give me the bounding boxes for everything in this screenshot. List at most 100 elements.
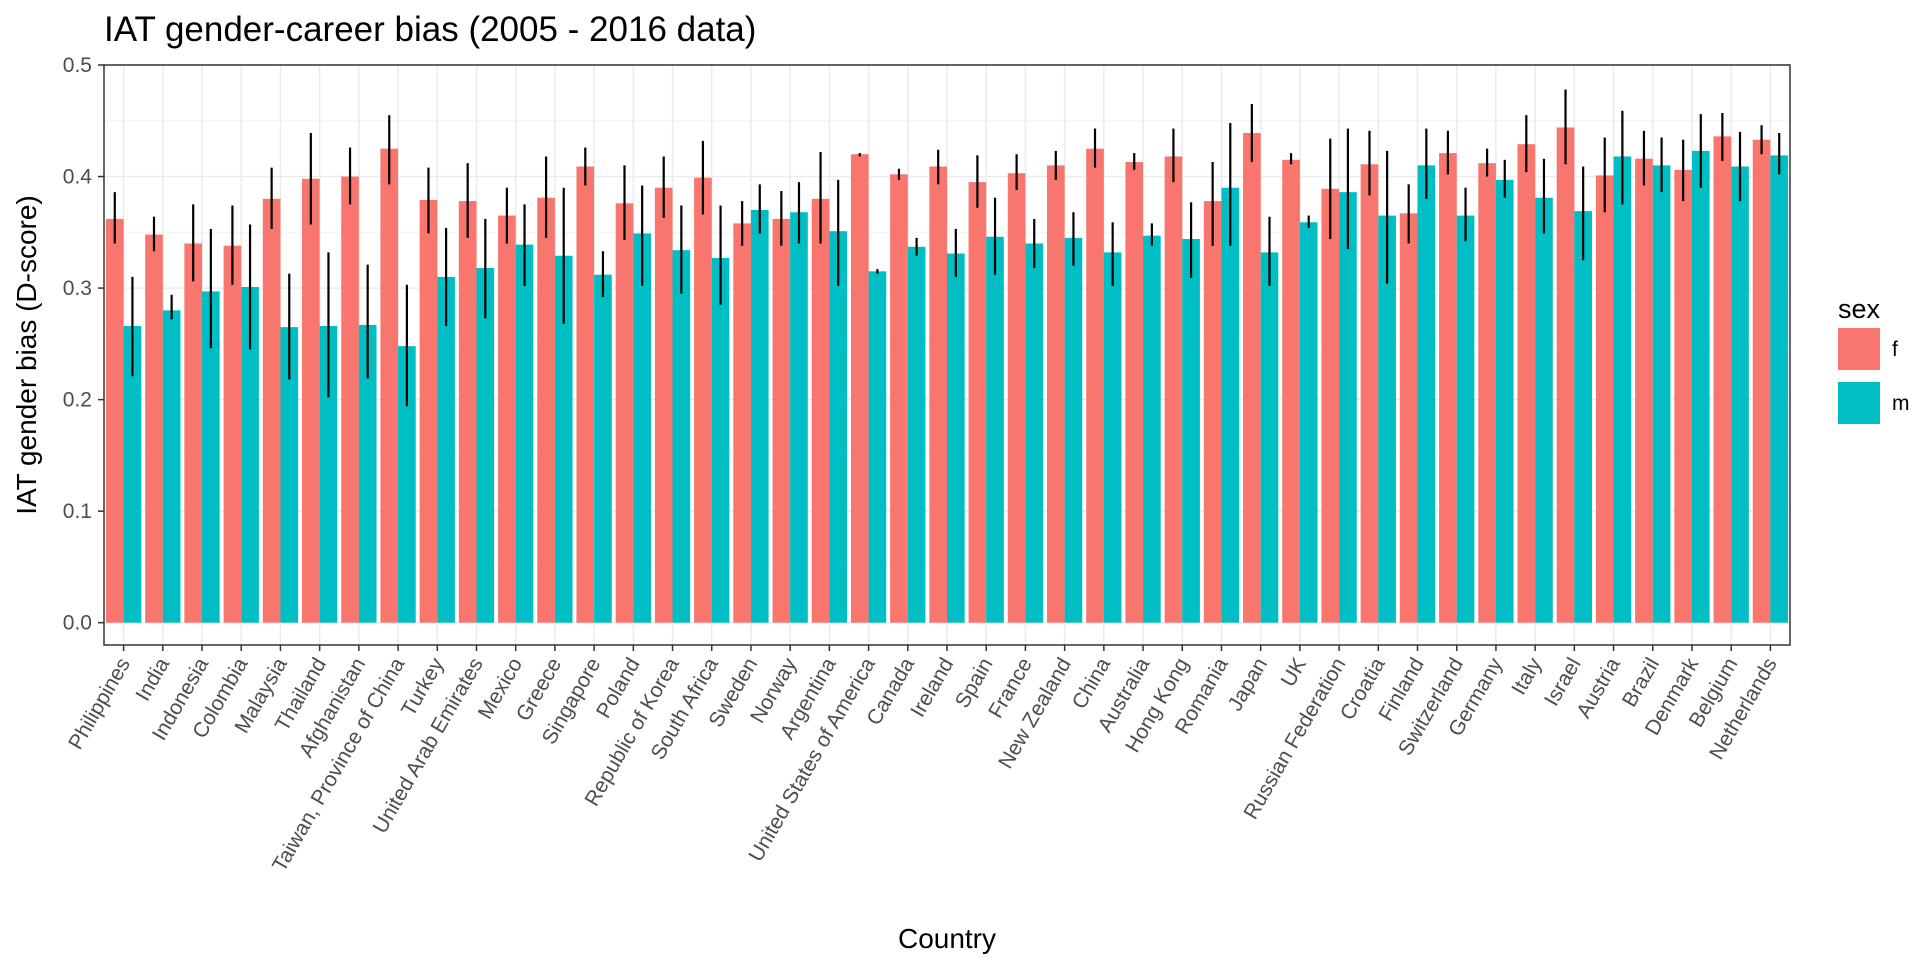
bar-f (1556, 127, 1575, 623)
bar-m (986, 236, 1004, 623)
bar-f (1517, 144, 1536, 623)
bar-f (537, 197, 555, 623)
bar-m (1143, 235, 1161, 623)
bar-m (280, 327, 299, 623)
bar-f (850, 154, 869, 623)
bar-m (907, 246, 926, 623)
bar-f (772, 218, 791, 623)
bar-f (1752, 139, 1771, 623)
bar-f (262, 198, 281, 623)
bar-m (1417, 165, 1436, 623)
bar-m (947, 253, 965, 623)
y-tick-label: 0.3 (63, 277, 92, 300)
bar-f (733, 223, 751, 623)
bar-f (380, 148, 399, 623)
bar-m (1260, 252, 1279, 623)
bar-m (123, 326, 142, 623)
bar-f (1321, 188, 1340, 623)
bar-f (1595, 175, 1614, 623)
bar-m (1103, 252, 1122, 623)
x-tick-label: UK (1277, 654, 1312, 691)
x-tick-label: Italy (1507, 654, 1546, 699)
error-bars (113, 89, 1781, 407)
bar-f (1478, 163, 1496, 623)
bar-f (615, 203, 634, 623)
bar-f (419, 199, 438, 623)
bar-f (576, 166, 595, 623)
y-tick-label: 0.2 (63, 389, 92, 412)
bar-m (1339, 192, 1357, 623)
bar-m (829, 231, 848, 623)
bar-m (1064, 237, 1083, 623)
legend-key-m (1838, 382, 1880, 424)
bar-m (1613, 156, 1632, 623)
bar-m (162, 310, 181, 623)
bar-f (1125, 162, 1144, 623)
bar-m (1299, 222, 1318, 623)
bar-m (358, 324, 377, 623)
x-axis-title: Country (898, 923, 996, 954)
bar-m (202, 291, 220, 623)
bar-f (341, 176, 359, 623)
bar-f (1439, 153, 1457, 623)
bar-f (1007, 173, 1026, 623)
bar-m (633, 233, 651, 623)
bar-f (105, 218, 124, 623)
bar-f (184, 243, 203, 623)
legend-items: fm (1838, 328, 1910, 424)
bar-f (1282, 159, 1300, 623)
bar-m (554, 255, 573, 623)
chart-title: IAT gender-career bias (2005 - 2016 data… (104, 10, 756, 49)
y-tick-label: 0.5 (63, 54, 92, 77)
bar-f (1674, 169, 1692, 623)
bar-f (968, 182, 987, 623)
bar-m (1456, 215, 1475, 623)
bar-f (811, 198, 830, 623)
x-tick-label: Japan (1223, 654, 1272, 715)
y-tick-label: 0.4 (63, 166, 93, 189)
bar-f (694, 177, 712, 623)
bar-m (711, 257, 730, 623)
bar-f (458, 201, 477, 623)
legend-label-f: f (1892, 338, 1898, 361)
bar-m (868, 271, 887, 623)
bar-f (498, 215, 516, 623)
legend-title: sex (1838, 294, 1881, 324)
bar-f (1360, 164, 1379, 623)
bar-m (1182, 239, 1200, 623)
bar-f (1203, 201, 1222, 623)
y-tick-label: 0.0 (63, 612, 92, 635)
y-axis-ticks: 0.0 0.1 0.2 0.3 0.4 0.5 (63, 54, 104, 635)
bar-m (1495, 179, 1514, 623)
bar-f (223, 245, 242, 623)
legend-key-f (1838, 328, 1880, 370)
bar-m (594, 274, 612, 623)
y-tick-label: 0.1 (63, 500, 92, 523)
bar-f (890, 174, 908, 623)
bar-m (241, 286, 259, 623)
bar-m (1652, 165, 1671, 623)
bar-f (654, 187, 673, 623)
bar-f (1086, 148, 1104, 623)
bar-f (302, 178, 320, 623)
bar-m (1025, 243, 1044, 623)
bar-m (1535, 197, 1553, 623)
bar-m (476, 268, 495, 623)
bar-f (1635, 158, 1653, 623)
bar-f (1243, 133, 1261, 623)
bar-m (1731, 166, 1749, 623)
bar-m (437, 276, 455, 623)
bar-f (1164, 156, 1183, 623)
bar-f (929, 166, 947, 623)
bar-m (790, 212, 808, 623)
bar-m (672, 250, 691, 623)
bar-m (398, 346, 416, 623)
legend-label-m: m (1892, 392, 1910, 415)
bar-f (145, 234, 163, 623)
bar-m (319, 326, 338, 623)
bar-m (1691, 150, 1710, 623)
x-axis-ticks: PhilippinesIndiaIndonesiaColombiaMalaysi… (64, 645, 1782, 876)
x-tick-label: Philippines (64, 654, 135, 753)
